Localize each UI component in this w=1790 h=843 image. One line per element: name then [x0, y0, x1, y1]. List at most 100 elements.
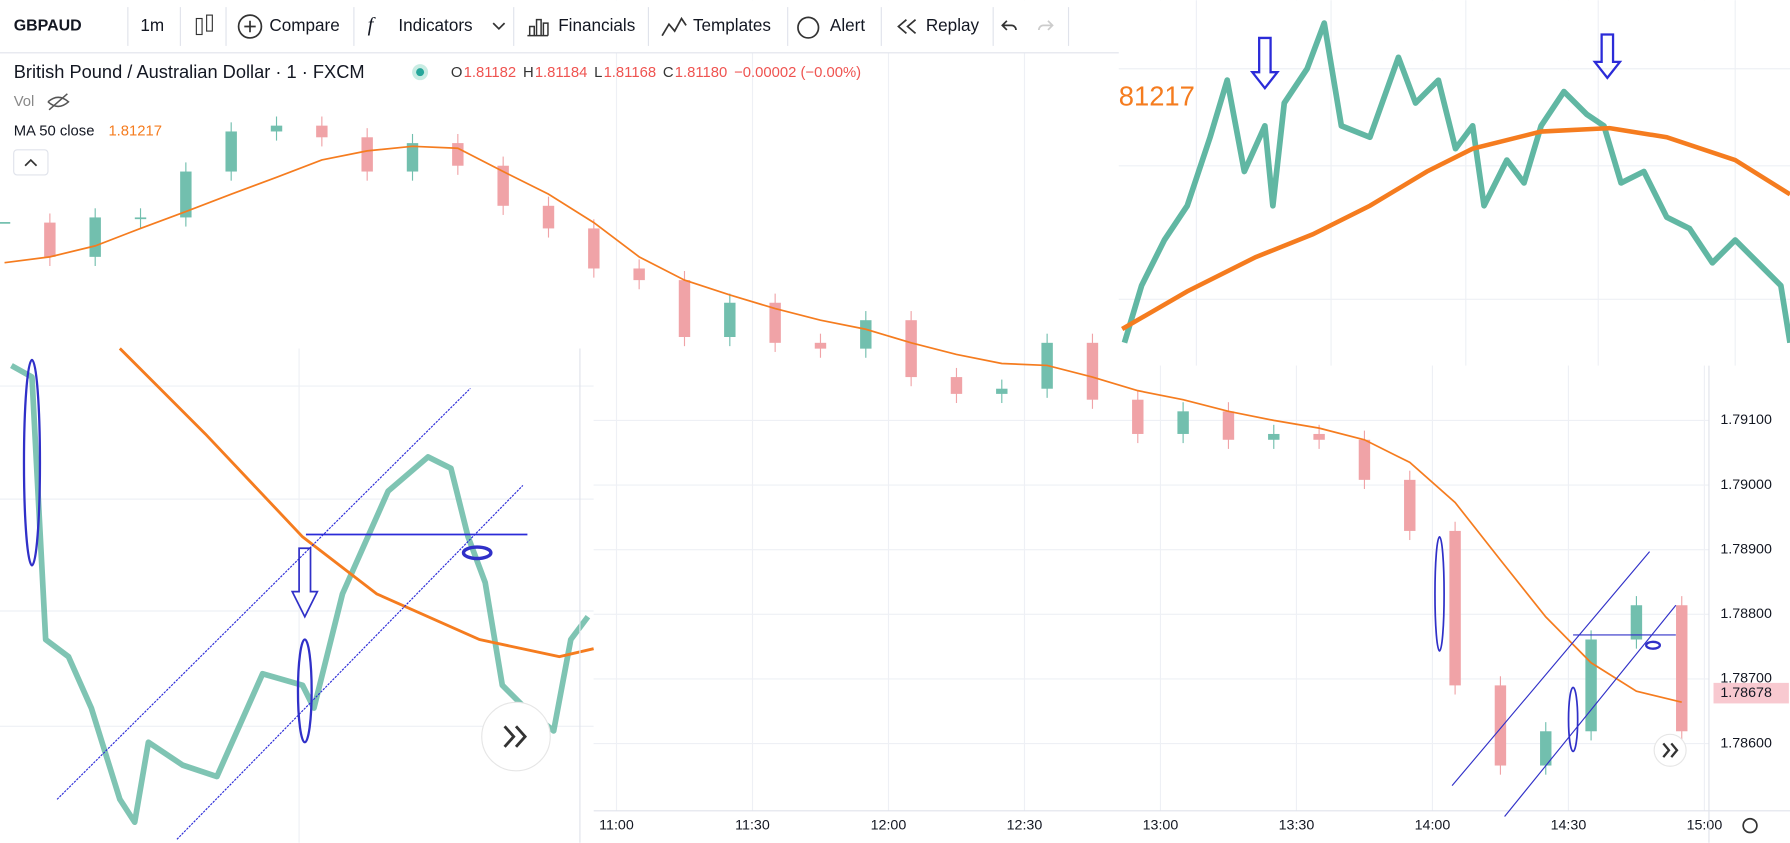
inset-highlight — [296, 638, 313, 744]
inset-ma — [1121, 125, 1790, 332]
ohlc-value: 1.81184 — [535, 65, 588, 81]
financials-button[interactable]: Financials — [558, 16, 635, 35]
ohlc-values: O 1.81182 H 1.81184 L 1.81168 C 1.81180 −0.00002… — [451, 65, 861, 81]
candle — [724, 302, 736, 338]
candle — [996, 388, 1008, 394]
market-status — [416, 68, 425, 77]
indicators-icon: f — [368, 14, 377, 36]
scroll-button[interactable] — [481, 701, 551, 772]
annotation-highlight — [1645, 640, 1662, 650]
x-tick-label: 12:00 — [871, 817, 907, 833]
scroll-icon — [1662, 742, 1679, 758]
templates-button[interactable]: Templates — [693, 16, 771, 35]
inset-lower-left — [0, 347, 594, 843]
collapse-icon — [24, 158, 38, 167]
redo-button[interactable] — [1037, 20, 1054, 31]
inset-upper-right: 81217 — [1118, 0, 1790, 366]
x-tick-label: 15:00 — [1687, 817, 1723, 833]
candle — [1222, 411, 1235, 440]
candle — [1585, 639, 1597, 732]
last-price-label: 1.78678 — [1720, 685, 1772, 701]
candle — [406, 143, 419, 172]
undo-button[interactable] — [1001, 20, 1017, 31]
toolbar: GBPAUD 1m Compare f Indicators Financial… — [0, 0, 1119, 54]
candle — [0, 222, 11, 224]
candle — [1313, 433, 1325, 440]
x-tick-label: 14:00 — [1415, 817, 1451, 833]
candle — [1494, 685, 1507, 766]
inset-highlight — [22, 358, 42, 567]
inset-arrow — [290, 547, 319, 619]
candle — [134, 217, 147, 220]
candle — [633, 268, 645, 281]
x-tick-label: 13:00 — [1143, 817, 1179, 833]
ma-label: MA 50 close — [14, 123, 95, 139]
candle — [950, 377, 963, 394]
visibility-icon[interactable] — [47, 93, 70, 111]
inset-price-label: 81217 — [1119, 81, 1195, 112]
candle — [769, 302, 781, 343]
ohlc-value: 1.81182 — [464, 65, 517, 81]
inset-arrow — [1249, 36, 1280, 91]
candle — [1540, 731, 1552, 766]
financials-icon — [527, 18, 549, 37]
collapse-button[interactable] — [13, 149, 49, 176]
candle — [452, 143, 464, 166]
ohlc-value: 1.81180 — [675, 65, 728, 81]
candle — [1404, 479, 1416, 531]
replay-button[interactable]: Replay — [926, 16, 980, 35]
x-tick-label: 11:30 — [735, 817, 770, 833]
annotation-highlight — [1434, 535, 1445, 652]
ohlc-value: 1.81168 — [604, 65, 657, 81]
candle — [361, 137, 373, 172]
candle — [1132, 399, 1144, 434]
ohlc-key: L — [594, 65, 602, 81]
compare-icon — [237, 14, 263, 39]
templates-icon — [661, 16, 687, 37]
chart-style-icon[interactable] — [195, 14, 213, 36]
alert-button[interactable]: Alert — [830, 16, 865, 35]
annotation-line — [1451, 551, 1651, 787]
inset-arrow — [1592, 33, 1623, 80]
candle — [905, 320, 917, 378]
dropdown-icon[interactable] — [492, 22, 506, 31]
inset-channel — [176, 485, 524, 840]
moving-average — [4, 145, 1682, 704]
alert-icon — [797, 16, 820, 39]
last-price-tag — [1713, 682, 1789, 704]
vol-label: Vol — [14, 94, 35, 110]
settings-button[interactable] — [1742, 817, 1758, 834]
icon-part — [206, 14, 213, 32]
symbol-title: British Pound / Australian Dollar · 1 · … — [14, 61, 365, 82]
scroll-icon — [503, 725, 528, 748]
legend: British Pound / Australian Dollar · 1 · … — [13, 61, 861, 176]
candle — [44, 222, 56, 257]
candle — [1268, 433, 1280, 440]
candle — [542, 205, 555, 229]
change-value: −0.00002 (−0.00%) — [734, 65, 861, 81]
y-tick-label: 1.79000 — [1720, 477, 1772, 493]
candle — [180, 171, 192, 218]
y-tick-label: 1.78900 — [1720, 541, 1772, 557]
y-tick-label: 1.78600 — [1720, 735, 1772, 751]
interval-button[interactable]: 1m — [140, 16, 164, 35]
inset-price-trace — [1121, 20, 1790, 344]
compare-button[interactable]: Compare — [269, 16, 339, 35]
toolbar-background — [0, 0, 1119, 53]
indicators-button[interactable]: Indicators — [398, 16, 472, 35]
inset-price-trace — [10, 363, 591, 826]
icon-part — [195, 17, 203, 36]
ma-value: 1.81217 — [108, 123, 162, 139]
replay-icon — [897, 19, 917, 35]
candle — [1676, 605, 1688, 732]
candle — [1449, 530, 1461, 686]
candle — [1358, 439, 1371, 480]
inset-background — [1118, 0, 1790, 366]
y-tick-label: 1.79100 — [1720, 412, 1772, 428]
x-tick-label: 14:30 — [1551, 817, 1587, 833]
symbol-button[interactable]: GBPAUD — [14, 18, 82, 35]
x-tick-label: 13:30 — [1279, 817, 1315, 833]
compare-icon — [244, 20, 256, 33]
y-tick-label: 1.78800 — [1720, 606, 1772, 622]
